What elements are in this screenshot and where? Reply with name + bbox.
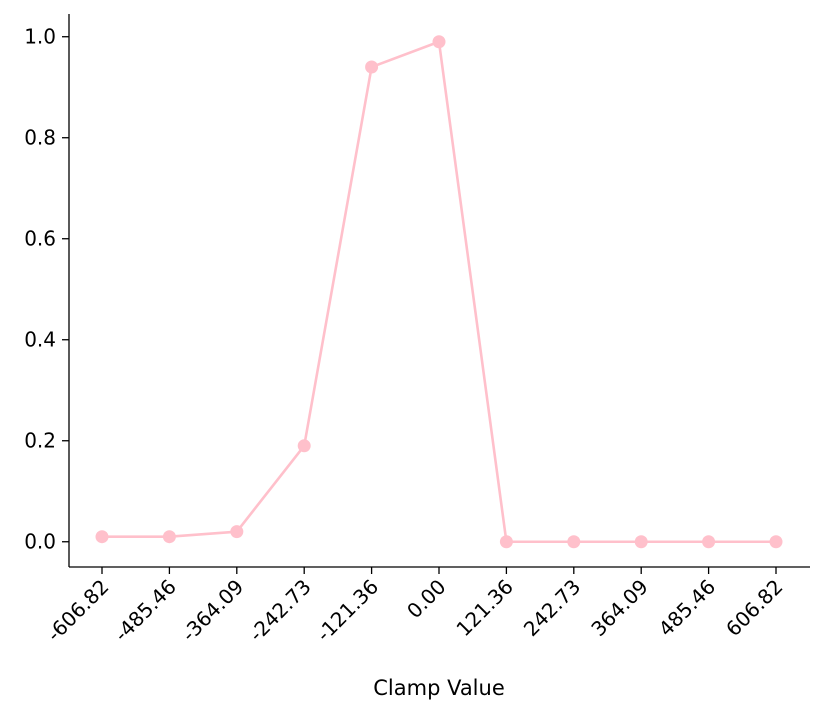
x-tick-label: 242.73 [519,575,585,641]
x-tick-label: -606.82 [42,575,114,647]
data-point [162,530,176,544]
x-tick-label: -121.36 [312,575,384,647]
y-tick-label: 0.6 [24,227,56,251]
x-axis-ticks: -606.82-485.46-364.09-242.73-121.36 0.00 1… [42,567,788,646]
data-point [702,535,716,549]
x-tick-label: -364.09 [177,575,249,647]
x-axis-title: Clamp Value [373,676,505,700]
x-tick-label: 0.00 [402,575,450,623]
y-axis-ticks: 0.0 0.2 0.4 0.6 0.8 1.0 [24,25,69,554]
data-point [365,60,379,74]
x-tick-label: 364.09 [586,575,652,641]
x-tick-label: 606.82 [721,575,787,641]
x-tick-label: 485.46 [654,575,720,641]
data-point [499,535,513,549]
data-point [297,439,311,453]
series-layer [95,35,783,549]
y-tick-label: 1.0 [24,25,56,49]
series-line [102,40,776,544]
data-point [230,525,244,539]
x-tick-label: 121.36 [451,575,517,641]
y-tick-label: 0.8 [24,126,56,150]
data-point [567,535,581,549]
data-point [432,35,446,49]
y-tick-label: 0.0 [24,530,56,554]
data-point [634,535,648,549]
x-tick-label: -242.73 [244,575,316,647]
data-point [769,535,783,549]
y-tick-label: 0.2 [24,429,56,453]
y-tick-label: 0.4 [24,328,56,352]
x-tick-label: -485.46 [109,575,181,647]
data-point [95,530,109,544]
